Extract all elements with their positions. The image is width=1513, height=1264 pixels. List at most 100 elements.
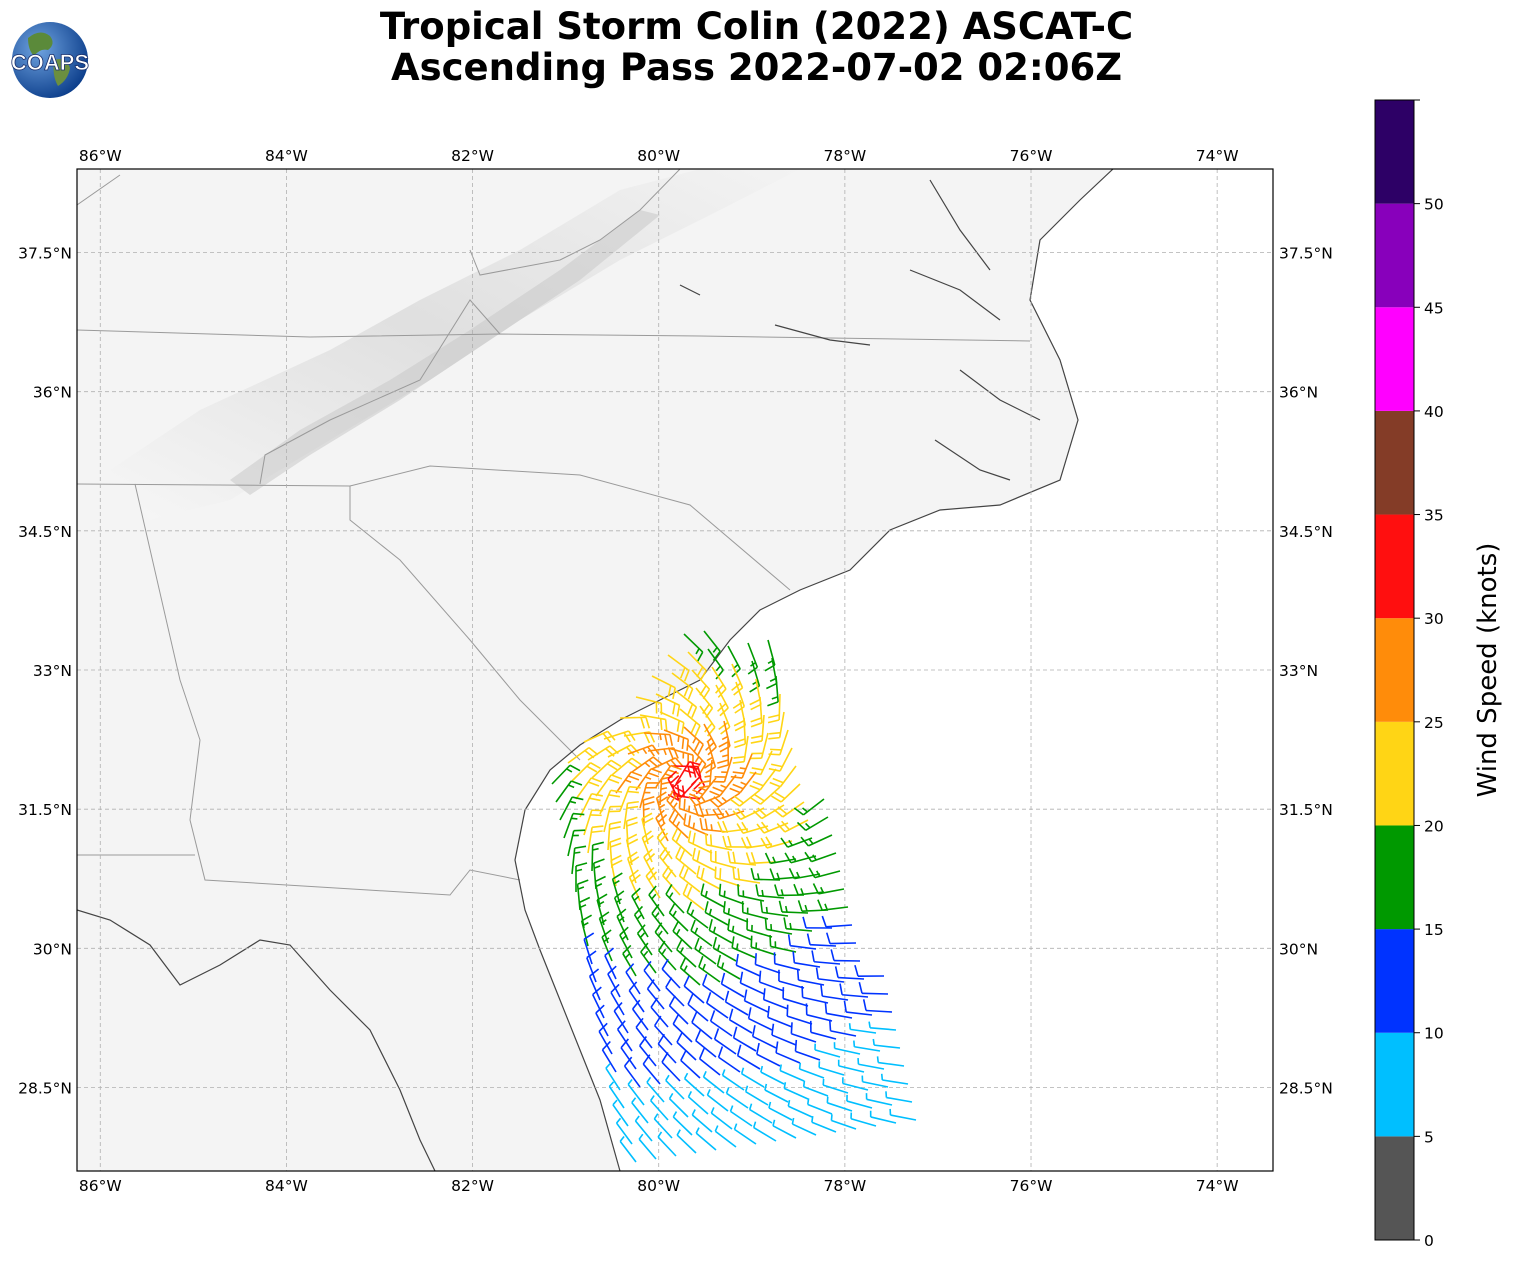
wind-barb [696, 865, 721, 890]
wind-barb [830, 1114, 857, 1130]
lon-tick-label: 80°W [637, 1177, 680, 1195]
wind-barb [690, 919, 713, 947]
wind-barb [744, 1085, 769, 1106]
wind-barb [628, 981, 645, 1013]
wind-barb [679, 957, 701, 986]
wind-barb [676, 1129, 697, 1154]
wind-barb [776, 819, 809, 833]
wind-barb [786, 1004, 813, 1025]
wind-barb [702, 1070, 725, 1094]
wind-barb [713, 1028, 737, 1055]
lat-tick-label: 31.5°N [18, 801, 72, 819]
wind-barb [839, 983, 869, 998]
coastline [77, 169, 1114, 1171]
wind-barb [713, 756, 733, 783]
wind-barb [779, 1064, 805, 1082]
wind-barb [853, 1040, 881, 1052]
lon-tick-label: 74°W [1196, 1177, 1239, 1195]
wind-barb [675, 939, 697, 968]
wind-barb [634, 1115, 653, 1142]
lon-tick-label: 78°W [823, 147, 866, 165]
wind-barb [796, 816, 829, 832]
wind-barb [861, 1075, 889, 1088]
wind-barb [778, 969, 805, 989]
wind-barb [635, 1017, 653, 1049]
wind-barb [672, 1111, 693, 1136]
colorbar-tick-label: 50 [1424, 196, 1444, 214]
wind-barb [854, 964, 885, 977]
wind-barb [788, 867, 821, 880]
wind-barb [842, 1077, 869, 1091]
wind-barb [805, 1003, 833, 1022]
lat-tick-label: 33°N [33, 662, 72, 680]
wind-barb [595, 1004, 609, 1037]
wind-barb [889, 1108, 917, 1121]
wind-barb [825, 932, 857, 945]
wind-barb [717, 820, 749, 834]
map-tick-labels: 86°W 86°W 84°W 84°W 82°W 82°W 80°W 80°W 78°W 78°W… [18, 147, 1333, 1195]
lat-tick-label: 33°N [1279, 662, 1318, 680]
wind-barb [610, 983, 625, 1016]
lat-tick-label: 28.5°N [18, 1080, 72, 1098]
wind-barb [607, 821, 622, 851]
wind-barb [643, 960, 661, 992]
wind-barb [804, 851, 837, 863]
logo-text: COAPS [11, 50, 89, 75]
wind-barb [639, 782, 659, 809]
cloud-band-core [230, 210, 660, 495]
wind-barb [727, 918, 753, 941]
wind-barb [775, 1041, 801, 1064]
wind-barb [756, 1042, 781, 1067]
lon-tick-label: 86°W [79, 147, 122, 165]
wind-barb [885, 1091, 913, 1103]
colorbar-bin [1375, 618, 1414, 722]
wind-barb [636, 924, 653, 956]
wind-barb [702, 973, 725, 1001]
colorbar-bin [1375, 1032, 1414, 1137]
wind-barb [814, 1043, 841, 1058]
wind-barb [551, 764, 581, 785]
wind-barb [655, 809, 669, 842]
wind-barb [591, 759, 622, 779]
wind-barb [639, 1036, 657, 1067]
chart-title: Tropical Storm Colin (2022) ASCAT-C Asce… [100, 6, 1413, 88]
wind-barb [733, 717, 747, 749]
wind-barb [718, 883, 745, 905]
wind-barb [769, 868, 801, 880]
wind-barb [880, 1073, 909, 1085]
lon-tick-label: 78°W [823, 1177, 866, 1195]
wind-barb [750, 696, 763, 728]
wind-barb [613, 1002, 629, 1034]
wind-barb [698, 759, 713, 789]
lat-tick-label: 34.5°N [18, 523, 72, 541]
wind-barb [815, 967, 845, 983]
wind-barb [741, 901, 769, 920]
wind-barb [771, 783, 801, 803]
wind-barb [810, 1020, 837, 1040]
colorbar-tick-label: 10 [1424, 1025, 1444, 1043]
wind-barb [723, 901, 749, 923]
wind-barb [834, 966, 865, 980]
wind-barb [721, 1069, 745, 1091]
wind-barb [610, 854, 623, 887]
wind-barb [780, 837, 813, 848]
lon-tick-label: 74°W [1196, 147, 1239, 165]
lat-tick-label: 31.5°N [1279, 801, 1333, 819]
wind-barb [783, 917, 813, 932]
wind-barb [732, 867, 761, 884]
wind-barb [718, 702, 731, 735]
wind-barb [676, 1031, 697, 1061]
lat-tick-label: 37.5°N [18, 245, 72, 263]
map-frame [76, 168, 1274, 1172]
wind-barb [782, 987, 809, 1007]
wind-barb [579, 792, 603, 818]
wind-barb [811, 1116, 837, 1133]
wind-barb [711, 666, 727, 698]
wind-barb [772, 1119, 797, 1139]
wind-barb [712, 936, 737, 962]
wind-barb [794, 1039, 821, 1061]
wind-barb [857, 1058, 885, 1070]
wind-barb [608, 1081, 625, 1109]
wind-barb [749, 768, 777, 791]
colorbar-tick-label: 40 [1424, 403, 1444, 421]
